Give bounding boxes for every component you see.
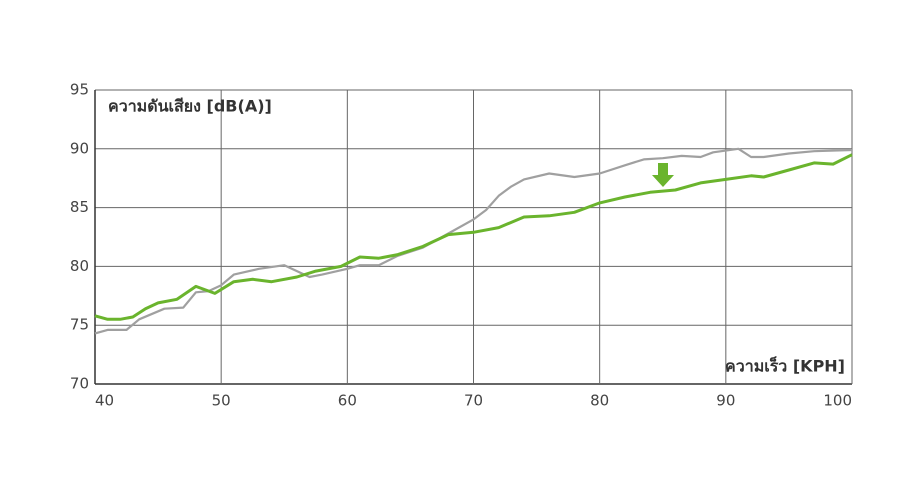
y-tick-label: 80: [70, 257, 89, 275]
y-tick-label: 95: [70, 81, 89, 99]
x-axis-label: ความเร็ว [KPH]: [725, 355, 845, 376]
x-tick-label: 100: [823, 392, 852, 410]
x-tick-label: 90: [716, 392, 735, 410]
x-tick-label: 40: [95, 392, 114, 410]
y-tick-label: 75: [70, 316, 89, 334]
x-tick-label: 60: [338, 392, 357, 410]
x-tick-label: 70: [464, 392, 483, 410]
arrow-annotation: [652, 163, 674, 187]
y-axis-label: ความดันเสียง [dB(A)]: [108, 97, 272, 116]
series-line: [94, 153, 853, 321]
x-tick-label: 80: [590, 392, 609, 410]
y-tick-label: 90: [70, 139, 89, 157]
y-tick-label: 85: [70, 198, 89, 216]
x-tick-label: 50: [212, 392, 231, 410]
y-tick-label: 70: [70, 375, 89, 393]
